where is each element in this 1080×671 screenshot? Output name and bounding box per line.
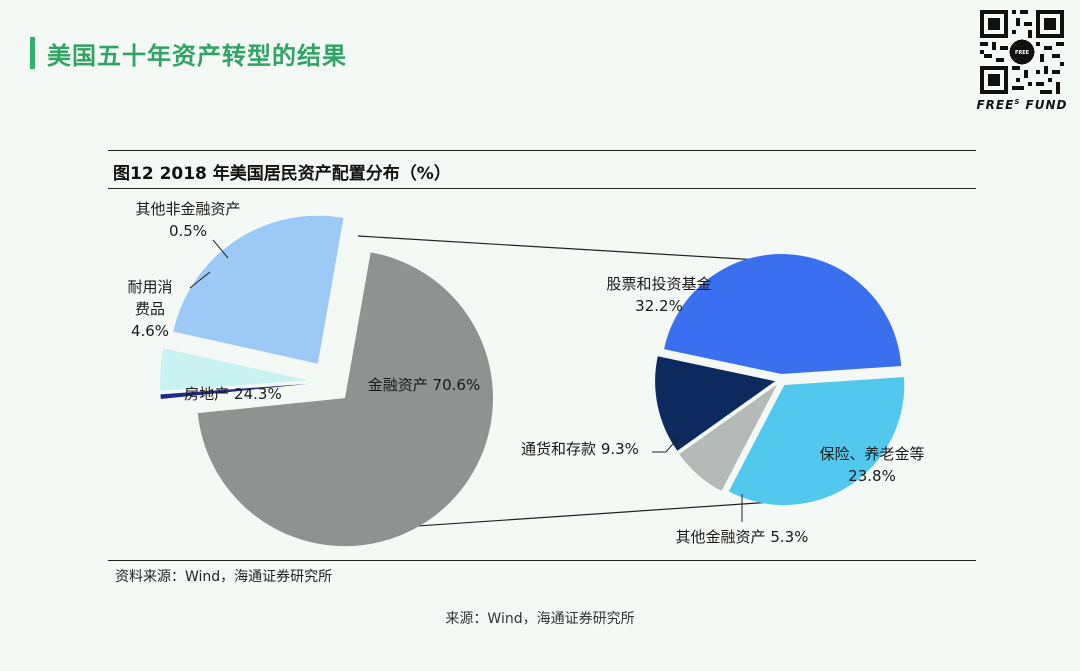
- slice-currency-deposits: [655, 356, 776, 451]
- figure-top-rule: [108, 150, 976, 151]
- slice-other-nonfinancial-assets: [160, 383, 309, 399]
- slice-insurance-pensions: [728, 377, 905, 506]
- freesfund-logo: FREE FREES FUND: [972, 10, 1072, 120]
- leader-durables: [189, 271, 211, 289]
- figure-header-rule: [108, 188, 976, 189]
- qr-code: [980, 10, 1064, 94]
- title-bar: 美国五十年资产转型的结果: [30, 36, 347, 70]
- label-other-nonfinancial-assets: 其他非金融资产 0.5%: [135, 200, 240, 240]
- label-financial-assets: 金融资产 70.6%: [368, 376, 480, 394]
- label-leader-lines: [189, 239, 743, 522]
- label-other-financial-assets: 其他金融资产 5.3%: [676, 528, 809, 546]
- label-currency-deposits: 通货和存款 9.3%: [521, 440, 639, 458]
- figure-title: 图12 2018 年美国居民资产配置分布（%）: [113, 164, 451, 184]
- connector-line-top: [357, 235, 793, 263]
- qr-badge-text: FREE: [1015, 50, 1030, 56]
- figure-bottom-rule: [108, 560, 976, 561]
- household-assets-pie: [160, 215, 493, 547]
- leader-other-nonfinancial: [212, 239, 229, 259]
- connector-line-bottom: [357, 499, 803, 531]
- label-stocks-funds: 股票和投资基金 32.2%: [606, 275, 711, 315]
- slice-labels: 其他非金融资产 0.5% 耐用消费品 4.6% 房地产 24.3% 金融资产 70.6% 股…: [127, 200, 924, 546]
- page-source-note: 来源：Wind，海通证券研究所: [445, 611, 635, 627]
- slice-stocks-funds: [664, 254, 902, 375]
- figure-source-note: 资料来源：Wind，海通证券研究所: [115, 569, 333, 585]
- label-durable-goods: 耐用消费品 4.6%: [127, 278, 172, 340]
- label-real-estate: 房地产 24.3%: [184, 385, 281, 403]
- slice-real-estate: [173, 215, 344, 364]
- slice-durable-goods: [160, 348, 309, 391]
- page-title: 美国五十年资产转型的结果: [47, 41, 347, 70]
- financial-assets-pie: [655, 254, 905, 506]
- slice-financial-assets: [197, 252, 493, 547]
- title-accent-bar: [30, 37, 35, 69]
- leader-deposits: [652, 437, 679, 453]
- label-insurance-pensions: 保险、养老金等 23.8%: [819, 445, 924, 485]
- slice-other-financial-assets: [679, 384, 778, 491]
- qr-badge-label: FREE: [1015, 50, 1030, 56]
- brand-name: FREES FUND: [976, 98, 1068, 112]
